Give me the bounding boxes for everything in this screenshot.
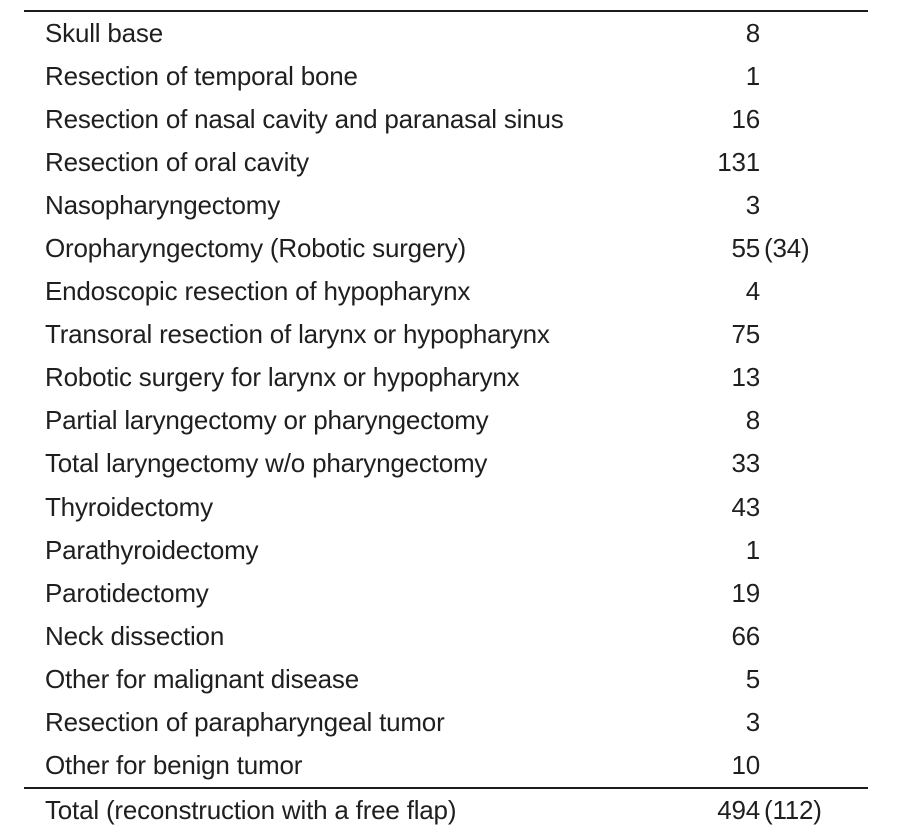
- procedure-count: 16: [731, 103, 760, 134]
- procedure-count: 75: [731, 319, 760, 350]
- procedure-paren-count: (34): [764, 232, 810, 263]
- table-row: Partial laryngectomy or pharyngectomy 8: [0, 400, 899, 443]
- table-row: Other for benign tumor 10: [0, 745, 899, 788]
- total-paren-count: (112): [764, 794, 822, 825]
- table-row: Neck dissection 66: [0, 615, 899, 658]
- procedure-value: 3: [640, 707, 764, 738]
- procedure-label: Resection of parapharyngeal tumor: [45, 706, 445, 737]
- procedure-count: 8: [745, 405, 760, 436]
- table-row: Resection of temporal bone 1: [0, 55, 899, 98]
- procedure-count: 3: [745, 189, 760, 220]
- procedure-label: Oropharyngectomy (Robotic surgery): [45, 232, 466, 263]
- procedure-count: 10: [731, 750, 760, 781]
- procedure-value: 33: [640, 448, 764, 479]
- total-value: 494 (112): [640, 795, 822, 826]
- procedure-label: Other for benign tumor: [45, 750, 303, 781]
- table-row: Endoscopic resection of hypopharynx 4: [0, 271, 899, 314]
- procedure-label: Other for malignant disease: [45, 663, 359, 694]
- procedure-label: Resection of temporal bone: [45, 60, 358, 91]
- table-rows: Skull base 8 Resection of temporal bone …: [0, 12, 899, 788]
- procedure-value: 1: [640, 61, 764, 92]
- procedure-value: 43: [640, 491, 764, 522]
- procedure-value: 3: [640, 190, 764, 221]
- procedure-label: Robotic surgery for larynx or hypopharyn…: [45, 362, 520, 393]
- procedure-label: Parotidectomy: [45, 577, 209, 608]
- procedure-count: 19: [731, 577, 760, 608]
- procedure-label: Total laryngectomy w/o pharyngectomy: [45, 448, 488, 479]
- procedure-label: Resection of oral cavity: [45, 146, 309, 177]
- procedure-label: Transoral resection of larynx or hypopha…: [45, 319, 550, 350]
- procedure-count: 4: [745, 275, 760, 306]
- procedure-value: 55 (34): [640, 233, 809, 264]
- table-row: Resection of nasal cavity and paranasal …: [0, 98, 899, 141]
- table-row: Other for malignant disease 5: [0, 658, 899, 701]
- table-row: Oropharyngectomy (Robotic surgery) 55 (34…: [0, 227, 899, 270]
- table-row: Resection of oral cavity 131: [0, 141, 899, 184]
- procedure-count: 3: [745, 706, 760, 737]
- procedure-count: 66: [731, 620, 760, 651]
- table-row: Nasopharyngectomy 3: [0, 184, 899, 227]
- procedure-value: 13: [640, 362, 764, 393]
- total-label: Total (reconstruction with a free flap): [45, 794, 457, 825]
- procedure-count: 5: [745, 663, 760, 694]
- table-row: Robotic surgery for larynx or hypopharyn…: [0, 357, 899, 400]
- procedure-label: Parathyroidectomy: [45, 534, 259, 565]
- total-count: 494: [717, 794, 760, 825]
- table-total-rule: [24, 787, 868, 789]
- procedure-value: 19: [640, 578, 764, 609]
- procedure-count: 55: [731, 232, 760, 263]
- procedure-count: 13: [731, 362, 760, 393]
- procedure-count: 8: [745, 17, 760, 48]
- procedure-label: Resection of nasal cavity and paranasal …: [45, 103, 564, 134]
- procedure-value: 66: [640, 621, 764, 652]
- procedure-value: 5: [640, 664, 764, 695]
- table-row: Transoral resection of larynx or hypopha…: [0, 314, 899, 357]
- procedure-value: 1: [640, 535, 764, 566]
- table-row: Total laryngectomy w/o pharyngectomy 33: [0, 443, 899, 486]
- procedure-value: 75: [640, 319, 764, 350]
- table-total-row: Total (reconstruction with a free flap) …: [0, 789, 899, 833]
- procedure-label: Neck dissection: [45, 620, 225, 651]
- procedure-label: Endoscopic resection of hypopharynx: [45, 275, 471, 306]
- procedure-value: 131: [640, 147, 764, 178]
- procedure-count: 131: [717, 146, 760, 177]
- procedure-value: 8: [640, 17, 764, 48]
- table-row: Resection of parapharyngeal tumor 3: [0, 702, 899, 745]
- table-row: Parotidectomy 19: [0, 572, 899, 615]
- procedure-count: 1: [745, 60, 760, 91]
- procedure-value: 4: [640, 276, 764, 307]
- table-top-rule: [24, 10, 868, 12]
- table-row: Skull base 8: [0, 12, 899, 55]
- procedure-value: 16: [640, 104, 764, 135]
- procedure-label: Nasopharyngectomy: [45, 189, 281, 220]
- procedure-value: 8: [640, 405, 764, 436]
- table-row: Thyroidectomy 43: [0, 486, 899, 529]
- procedure-value: 10: [640, 750, 764, 781]
- procedure-label: Partial laryngectomy or pharyngectomy: [45, 405, 489, 436]
- procedure-label: Skull base: [45, 17, 163, 48]
- procedure-count: 1: [745, 534, 760, 565]
- procedure-count: 33: [731, 448, 760, 479]
- procedure-count: 43: [731, 491, 760, 522]
- procedure-label: Thyroidectomy: [45, 491, 213, 522]
- table-row: Parathyroidectomy 1: [0, 529, 899, 572]
